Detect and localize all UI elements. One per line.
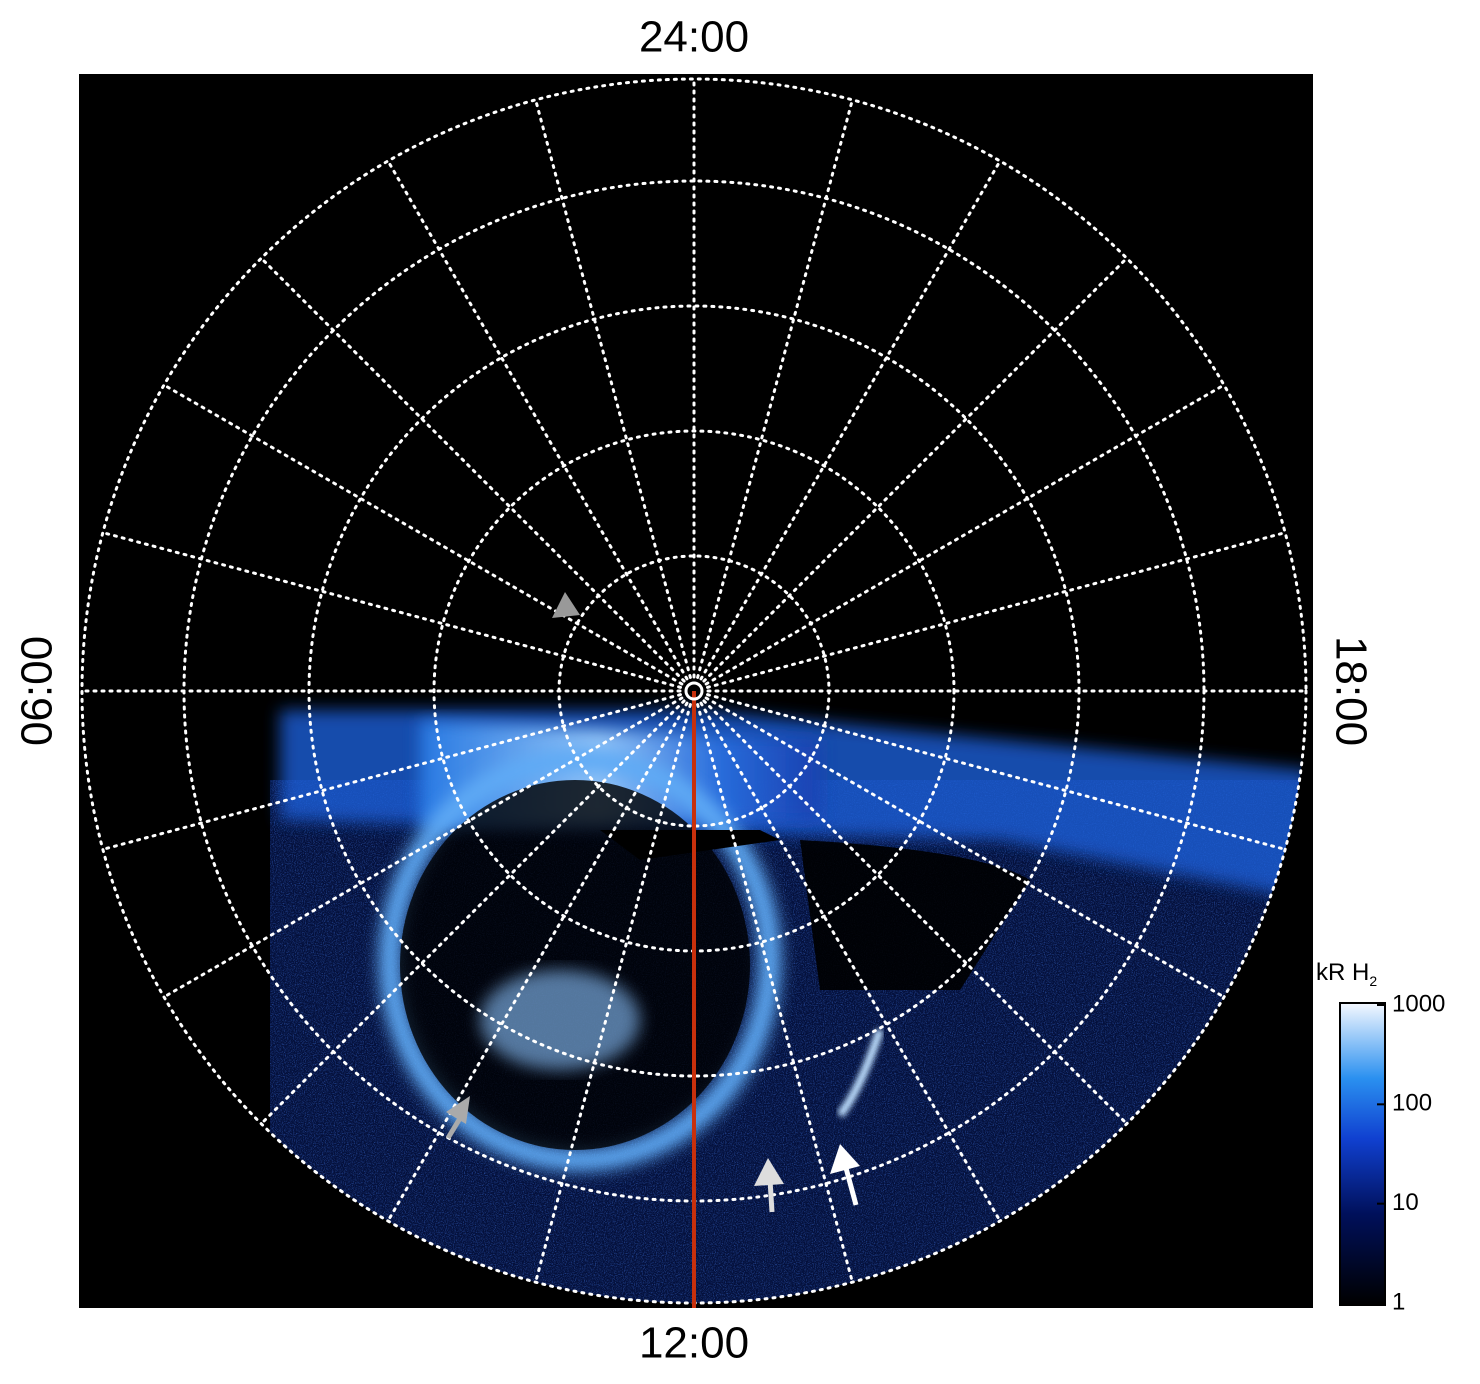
meridian xyxy=(259,256,686,683)
colorbar-gradient xyxy=(1339,1002,1386,1306)
meridian xyxy=(386,159,689,681)
arrow xyxy=(754,1158,784,1186)
colorbar-title: kR H2 xyxy=(1316,959,1377,988)
pole-marker xyxy=(684,681,704,701)
hour-label: 12:00 xyxy=(639,1319,749,1368)
meridian xyxy=(704,696,1226,999)
colorbar-title-subscript: 2 xyxy=(1369,973,1377,989)
arrow xyxy=(830,1144,860,1174)
meridian xyxy=(699,159,1002,681)
meridian xyxy=(706,531,1287,689)
meridian xyxy=(699,701,1002,1223)
meridian xyxy=(162,383,684,686)
meridian xyxy=(702,699,1129,1126)
arrows xyxy=(445,592,860,1213)
meridian xyxy=(101,693,682,851)
meridian xyxy=(534,98,692,679)
hour-label: 06:00 xyxy=(13,636,62,746)
colorbar-tick-label: 1 xyxy=(1392,1288,1405,1315)
hour-label: 18:00 xyxy=(1326,636,1375,746)
polar-grid xyxy=(80,77,1308,1305)
meridian xyxy=(386,701,689,1223)
arrow xyxy=(767,1179,775,1213)
arrow xyxy=(552,592,580,618)
meridian xyxy=(162,696,684,999)
arrow xyxy=(843,1167,859,1206)
colorbar-tick-label: 1000 xyxy=(1392,990,1445,1017)
meridian xyxy=(534,703,692,1284)
meridian xyxy=(696,98,854,679)
colorbar-title-text: kR H xyxy=(1316,959,1369,986)
meridian xyxy=(706,693,1287,851)
colorbar: kR H2 1 10 100 1000 xyxy=(1316,959,1445,1315)
meridian xyxy=(259,699,686,1126)
aurora-image xyxy=(270,710,1306,1303)
colorbar-tick-label: 10 xyxy=(1392,1189,1419,1216)
meridian xyxy=(704,383,1226,686)
meridian xyxy=(702,256,1129,683)
meridian xyxy=(696,703,854,1284)
meridian xyxy=(101,531,682,689)
arrow xyxy=(446,1096,470,1124)
colorbar-tick-label: 100 xyxy=(1392,1090,1432,1117)
hour-label: 24:00 xyxy=(639,13,749,62)
